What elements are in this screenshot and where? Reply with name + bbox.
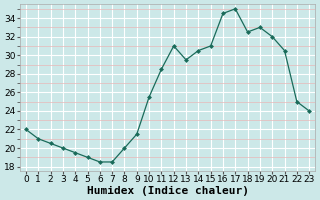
X-axis label: Humidex (Indice chaleur): Humidex (Indice chaleur) <box>87 186 249 196</box>
